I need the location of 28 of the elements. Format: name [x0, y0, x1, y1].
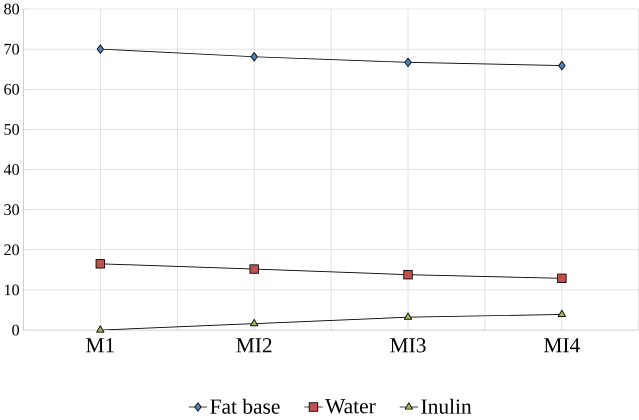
point [558, 310, 566, 318]
y-tick-label: 40 [4, 164, 20, 176]
point [96, 259, 106, 269]
legend-label: Fat base [210, 399, 280, 414]
point [250, 319, 258, 326]
y-tick-label: 20 [4, 244, 20, 256]
point [96, 326, 104, 333]
y-tick-label: 30 [4, 204, 20, 216]
point [96, 44, 104, 54]
y-tick-label: 80 [4, 4, 20, 15]
point [404, 58, 412, 68]
legend-label: Inulin [421, 399, 472, 414]
legend-label: Water [325, 399, 376, 414]
x-tick-label: MI4 [544, 338, 580, 352]
x-tick-label: M1 [86, 338, 114, 352]
y-tick-label: 10 [4, 284, 20, 296]
point [249, 264, 259, 274]
y-tick-label: 70 [4, 44, 20, 55]
point [558, 61, 566, 71]
y-tick-label: 50 [4, 124, 20, 136]
point [403, 270, 413, 280]
point [557, 274, 567, 284]
y-tick-label: 0 [12, 324, 20, 336]
x-tick-label: MI3 [390, 338, 426, 353]
x-tick-label: MI2 [236, 338, 272, 353]
point [250, 52, 258, 62]
y-tick-label: 60 [4, 84, 20, 95]
point [404, 312, 412, 320]
